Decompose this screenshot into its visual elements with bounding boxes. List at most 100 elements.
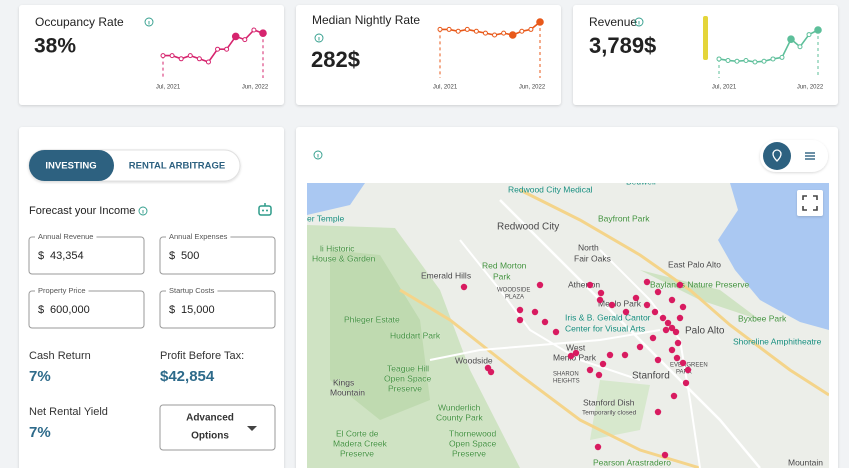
listing-pin[interactable]: [679, 359, 687, 367]
listing-pin[interactable]: [673, 354, 681, 362]
axis-label: Jul, 2021: [433, 85, 458, 91]
fullscreen-icon: [802, 195, 818, 211]
toggle-option[interactable]: INVESTING: [45, 161, 96, 172]
listing-pin[interactable]: [654, 288, 662, 296]
listing-pin[interactable]: [599, 360, 607, 368]
listing-pin[interactable]: [460, 283, 468, 291]
sparkline-point: [770, 56, 776, 62]
listing-pin[interactable]: [643, 301, 651, 309]
sparkline-point: [169, 53, 175, 59]
map-label: Teague Hill: [387, 363, 429, 373]
card: [19, 127, 284, 468]
listing-pin[interactable]: [541, 318, 549, 326]
listing-pin[interactable]: [586, 281, 594, 289]
sparkline-point: [205, 59, 211, 65]
input-value: 500: [181, 250, 199, 262]
input-value: 15,000: [181, 304, 215, 316]
listing-pin[interactable]: [608, 301, 616, 309]
listing-pin[interactable]: [621, 351, 629, 359]
map-label: Preserve: [452, 448, 486, 458]
listing-pin[interactable]: [659, 314, 667, 322]
input-box[interactable]: [159, 236, 276, 275]
map-label: Byxbee Park: [738, 313, 787, 323]
map-label: County Park: [436, 412, 484, 422]
listing-pin[interactable]: [632, 294, 640, 302]
caret: [247, 426, 257, 431]
listing-pin[interactable]: [654, 408, 662, 416]
input-box[interactable]: [159, 290, 276, 329]
listing-pin[interactable]: [668, 296, 676, 304]
listing-pin[interactable]: [676, 314, 684, 322]
listing-pin[interactable]: [668, 346, 676, 354]
listing-pin[interactable]: [596, 296, 604, 304]
sparkline-point: [787, 35, 795, 43]
listing-pin[interactable]: [668, 324, 676, 332]
list-view-button[interactable]: [805, 152, 815, 160]
listing-pin[interactable]: [531, 308, 539, 316]
highway: [519, 188, 829, 397]
listing-pin[interactable]: [654, 356, 662, 364]
listing-pin[interactable]: [622, 308, 630, 316]
sparkline-point: [761, 58, 767, 64]
listing-pin[interactable]: [536, 281, 544, 289]
listing-pin[interactable]: [594, 443, 602, 451]
robot-icon[interactable]: [258, 203, 272, 216]
result-value: $42,854: [160, 368, 215, 385]
listing-pin[interactable]: [676, 281, 684, 289]
listing-pin[interactable]: [651, 308, 659, 316]
map[interactable]: Redwood City Medical Bedwell Bayfront Park…: [307, 176, 829, 468]
indicator-bar: [703, 16, 708, 60]
card: [296, 5, 561, 105]
axis-label: Jun, 2022: [797, 85, 824, 91]
map-label: PLAZA: [505, 295, 524, 301]
listing-pin[interactable]: [674, 339, 682, 347]
section-title: Forecast your Income: [29, 205, 135, 217]
listing-pin[interactable]: [649, 334, 657, 342]
map-view-button[interactable]: [763, 142, 791, 170]
listing-pin[interactable]: [661, 451, 669, 459]
button-label[interactable]: Options: [191, 431, 229, 442]
map-label: Redwood City Medical: [508, 184, 593, 194]
map-label: Stanford: [632, 371, 670, 382]
listing-pin[interactable]: [672, 328, 680, 336]
listing-pin[interactable]: [636, 343, 644, 351]
sparkline-point: [492, 32, 498, 38]
advanced-button[interactable]: [159, 404, 276, 451]
map-label: Preserve: [388, 383, 422, 393]
listing-pin[interactable]: [567, 352, 575, 360]
listing-pin[interactable]: [670, 392, 678, 400]
map-label: Menlo Park: [598, 298, 642, 308]
listing-pin[interactable]: [662, 326, 670, 334]
map-label: Menlo Park: [553, 352, 597, 362]
listing-pin[interactable]: [595, 371, 603, 379]
listing-pin[interactable]: [664, 319, 672, 327]
map-label: Bayfront Park: [598, 213, 650, 223]
input-label: Startup Costs: [169, 286, 215, 295]
listing-pin[interactable]: [572, 349, 580, 357]
button-label[interactable]: Advanced: [186, 413, 234, 424]
listing-pin[interactable]: [516, 316, 524, 324]
fullscreen-button[interactable]: [797, 190, 823, 216]
toggle-option[interactable]: RENTAL ARBITRAGE: [129, 161, 225, 172]
toggle-active[interactable]: [29, 150, 114, 181]
input-box[interactable]: [28, 236, 145, 275]
listing-pin[interactable]: [552, 328, 560, 336]
map-label: PARK: [676, 370, 692, 376]
listing-pin[interactable]: [597, 289, 605, 297]
listing-pin[interactable]: [679, 303, 687, 311]
listing-pin[interactable]: [643, 278, 651, 286]
map-label: El Corte de: [336, 428, 379, 438]
map-label: Red Morton: [482, 260, 527, 270]
listing-pin[interactable]: [682, 379, 690, 387]
axis-label: Jul, 2021: [156, 85, 181, 91]
info-icon: [144, 17, 154, 27]
listing-pin[interactable]: [586, 366, 594, 374]
highway: [399, 288, 701, 468]
sparkline-point: [536, 18, 544, 26]
listing-pin[interactable]: [606, 351, 614, 359]
listing-pin[interactable]: [684, 366, 692, 374]
axis-label: Jun, 2022: [242, 85, 269, 91]
listing-pin[interactable]: [516, 306, 524, 314]
listing-pin[interactable]: [487, 368, 495, 376]
